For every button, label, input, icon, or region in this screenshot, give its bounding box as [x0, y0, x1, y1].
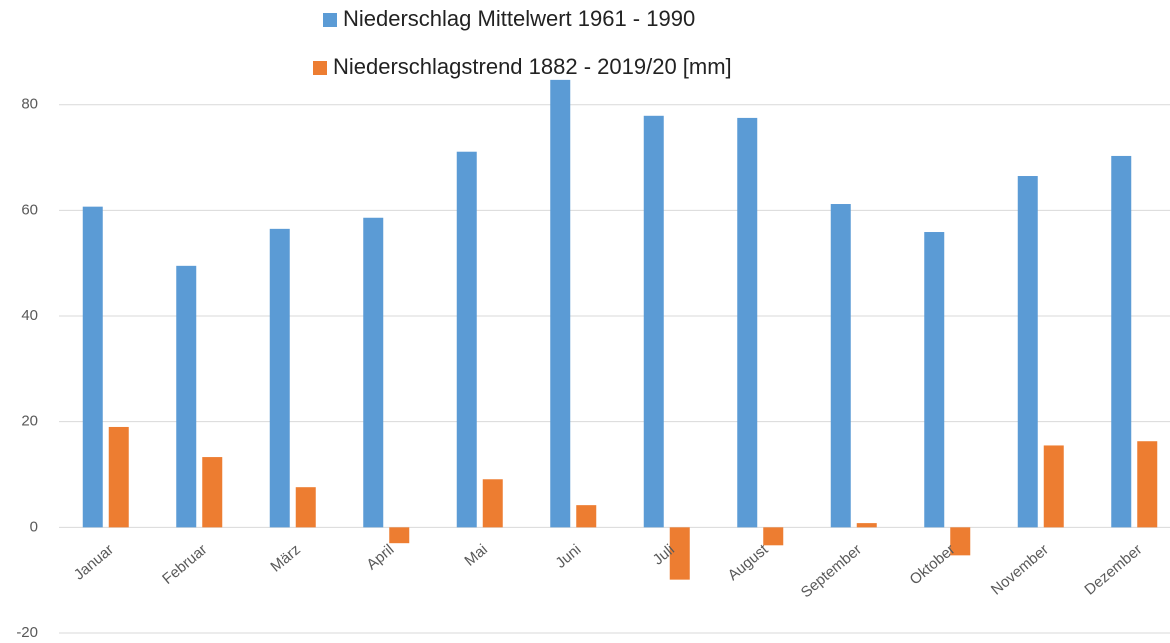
y-tick-label: 0 — [30, 518, 38, 535]
bar — [950, 527, 971, 556]
bar — [456, 151, 477, 528]
bar — [856, 523, 877, 528]
bar — [1043, 445, 1064, 528]
legend-swatch — [313, 61, 327, 75]
bar — [669, 527, 690, 580]
bar — [1137, 441, 1158, 528]
bar — [295, 487, 316, 528]
bar — [82, 206, 103, 528]
bar — [1111, 155, 1132, 528]
x-tick-label: Dezember — [1081, 541, 1145, 599]
x-tick-label: Mai — [461, 541, 490, 570]
x-tick-label: September — [798, 541, 865, 601]
x-tick-label: März — [267, 541, 303, 575]
y-tick-label: 80 — [21, 96, 38, 113]
bar — [550, 79, 571, 528]
x-tick-label: Oktober — [907, 541, 959, 588]
bar — [269, 228, 290, 528]
bar — [763, 527, 784, 546]
y-tick-label: 60 — [21, 201, 38, 218]
x-tick-label: Februar — [159, 541, 210, 588]
y-tick-label: -20 — [16, 624, 38, 641]
bar — [643, 115, 664, 528]
x-tick-label: Juni — [552, 541, 584, 572]
bar — [576, 505, 597, 528]
legend: Niederschlag Mittelwert 1961 - 1990 Nied… — [313, 6, 732, 79]
bar — [108, 426, 129, 528]
bar — [363, 217, 384, 528]
legend-swatch — [323, 13, 337, 27]
x-tick-label: August — [725, 541, 772, 585]
bar — [924, 232, 945, 528]
y-tick-label: 20 — [21, 413, 38, 430]
bar — [737, 117, 758, 528]
bar — [176, 265, 197, 528]
bar — [389, 527, 410, 544]
bar — [482, 479, 503, 528]
bar — [1017, 176, 1038, 528]
x-tick-label: April — [363, 541, 397, 573]
y-tick-label: 40 — [21, 307, 38, 324]
legend-label: Niederschlagstrend 1882 - 2019/20 [mm] — [333, 54, 732, 79]
x-tick-label: November — [988, 541, 1052, 599]
x-tick-label: Januar — [71, 541, 117, 584]
bar — [830, 204, 851, 528]
legend-label: Niederschlag Mittelwert 1961 - 1990 — [343, 6, 695, 31]
bar — [202, 457, 223, 528]
